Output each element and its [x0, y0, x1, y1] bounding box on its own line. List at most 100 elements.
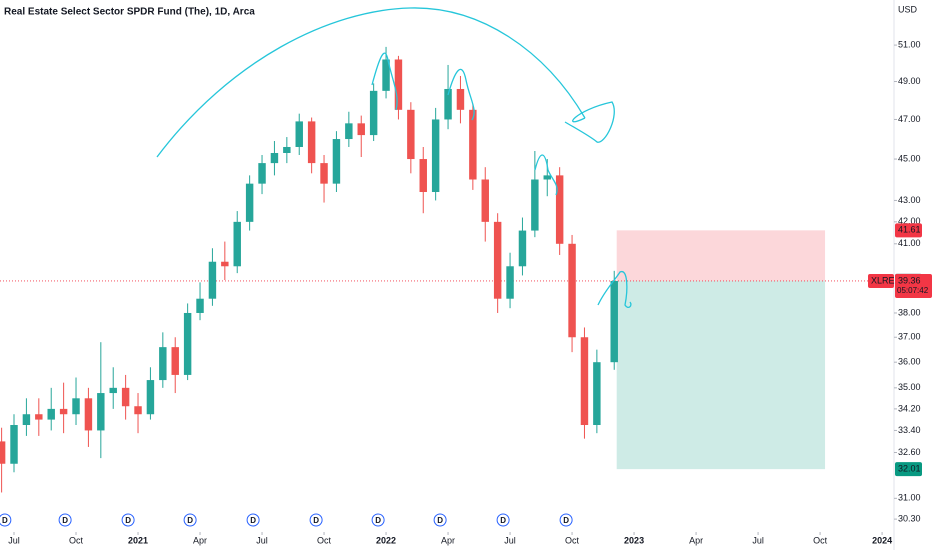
candle-body — [555, 175, 564, 244]
candle-body — [307, 121, 316, 164]
countdown: 05:07:42 — [897, 286, 929, 295]
dividend-marker[interactable] — [121, 513, 135, 527]
stop-tag-box — [895, 223, 922, 238]
last-price-tag: 39.36 — [898, 275, 921, 285]
dividend-marker[interactable] — [433, 513, 447, 527]
candle-body — [84, 398, 93, 431]
candle-body — [518, 230, 527, 267]
candle-body — [159, 347, 167, 381]
stop-tag: 41.61 — [898, 225, 921, 235]
candle-body — [196, 298, 204, 313]
squiggle — [371, 52, 398, 111]
y-tick-label: 31.00 — [898, 493, 921, 503]
y-tick-label: 51.00 — [898, 39, 921, 49]
candle-body — [35, 414, 43, 420]
y-tick-label: 47.00 — [898, 114, 921, 124]
candle-body — [444, 88, 452, 120]
candle-body — [419, 159, 427, 193]
candle-body — [22, 414, 31, 426]
y-tick-label: 34.20 — [898, 403, 921, 413]
dividend-marker[interactable] — [58, 513, 72, 527]
candle-body — [72, 398, 80, 415]
dividend-marker[interactable] — [371, 513, 385, 527]
candle-body — [407, 109, 415, 160]
dividend-marker[interactable] — [246, 513, 260, 527]
candle-body — [382, 59, 390, 91]
candle-body — [431, 119, 440, 193]
symbol-tag-box — [868, 273, 894, 288]
x-tick-label: Apr — [441, 535, 455, 545]
y-tick-label: 36.00 — [898, 357, 921, 367]
x-tick-label: Oct — [69, 535, 84, 545]
candle-body — [295, 121, 303, 147]
last-price-box — [895, 273, 932, 298]
dividend-marker[interactable] — [309, 513, 323, 527]
dividend-marker[interactable] — [496, 513, 510, 527]
currency-label: USD — [898, 4, 918, 14]
dividend-marker[interactable] — [183, 513, 197, 527]
candle-body — [332, 139, 341, 184]
dividend-label: D — [250, 516, 256, 525]
x-tick-label: Jul — [752, 535, 764, 545]
candle-body — [258, 163, 266, 184]
target-tag: 32.01 — [898, 464, 921, 474]
squiggle — [447, 68, 475, 121]
x-tick-label: 2023 — [624, 535, 644, 545]
candle-body — [121, 387, 130, 407]
dividend-marker[interactable] — [0, 513, 12, 527]
dividend-label: D — [313, 516, 319, 525]
candle-body — [109, 387, 117, 394]
candle-body — [493, 221, 502, 299]
candle-body — [610, 280, 618, 363]
candle-body — [469, 109, 477, 180]
candle-body — [97, 393, 105, 431]
x-tick-label: Jul — [8, 535, 20, 545]
candle-body — [146, 380, 155, 415]
candle-body — [221, 261, 229, 267]
x-tick-label: Oct — [317, 535, 332, 545]
dividend-label: D — [500, 516, 506, 525]
y-tick-label: 41.00 — [898, 238, 921, 248]
x-tick-label: Jul — [256, 535, 268, 545]
candle-body — [580, 337, 589, 426]
dividend-label: D — [2, 516, 8, 525]
candle-body — [345, 123, 353, 140]
stop-zone — [616, 230, 826, 281]
candle-body — [506, 266, 514, 299]
candle-body — [245, 183, 254, 222]
chart-title: Real Estate Select Sector SPDR Fund (The… — [4, 7, 255, 18]
arc-drawing — [156, 7, 586, 158]
x-tick-label: Apr — [689, 535, 703, 545]
y-tick-label: 38.00 — [898, 307, 921, 317]
candle-body — [0, 441, 6, 464]
x-tick-label: Jul — [504, 535, 516, 545]
candle-body — [357, 123, 365, 136]
symbol-tag: XLRE — [871, 275, 895, 285]
x-tick-label: 2024 — [872, 535, 892, 545]
dividend-label: D — [187, 516, 193, 525]
y-tick-label: 35.00 — [898, 382, 921, 392]
candle-body — [593, 362, 601, 426]
y-tick-label: 42.00 — [898, 216, 921, 226]
dividend-label: D — [62, 516, 68, 525]
target-tag-box — [895, 462, 922, 477]
dividend-label: D — [437, 516, 443, 525]
y-tick-label: 49.00 — [898, 76, 921, 86]
y-tick-label: 45.00 — [898, 153, 921, 163]
dividend-label: D — [125, 516, 131, 525]
candle-body — [47, 408, 55, 420]
candle-body — [394, 59, 403, 110]
x-tick-label: Apr — [193, 535, 207, 545]
y-tick-label: 33.40 — [898, 425, 921, 435]
candle-body — [183, 312, 192, 375]
squiggle — [534, 154, 558, 196]
candle-body — [59, 408, 68, 415]
candle-body — [481, 179, 489, 222]
freehand-drawing — [156, 7, 632, 308]
target-zone — [616, 280, 826, 470]
dividend-marker[interactable] — [559, 513, 573, 527]
candle-body — [10, 425, 18, 464]
dividend-label: D — [375, 516, 381, 525]
dividend-label: D — [563, 516, 569, 525]
